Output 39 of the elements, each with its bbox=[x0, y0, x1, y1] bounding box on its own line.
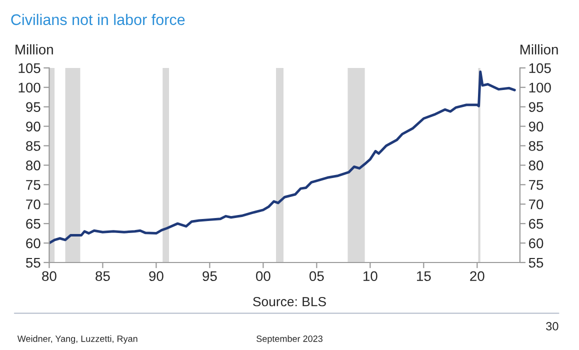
x-tick-label: 15 bbox=[416, 271, 431, 282]
y2-tick-label: 65 bbox=[528, 218, 544, 229]
y-axis-title: Million bbox=[16, 44, 53, 54]
x-tick-label: 20 bbox=[470, 271, 484, 282]
y2-tick-label: 80 bbox=[528, 160, 544, 170]
y-tick-label: 100 bbox=[18, 82, 40, 93]
y-tick-label: 90 bbox=[26, 122, 40, 132]
x-tick-label: 95 bbox=[202, 271, 217, 282]
y2-tick-label: 95 bbox=[528, 102, 544, 112]
y-tick-label: 55 bbox=[26, 258, 40, 268]
y2-axis-title: Million bbox=[520, 44, 558, 54]
x-tick-label: 10 bbox=[364, 271, 378, 282]
y-tick-label: 75 bbox=[26, 180, 40, 190]
y-tick-label: 65 bbox=[26, 218, 40, 229]
y-tick-label: 80 bbox=[26, 160, 40, 170]
y2-tick-label: 75 bbox=[528, 180, 544, 190]
y-tick-label: 70 bbox=[26, 199, 40, 210]
x-tick-label: 05 bbox=[309, 271, 324, 282]
y2-tick-label: 70 bbox=[528, 199, 544, 210]
text: 30 bbox=[546, 322, 558, 330]
x-tick-label: 85 bbox=[96, 271, 110, 282]
source-note: Source: BLS bbox=[253, 296, 326, 306]
y2-tick-label: 90 bbox=[528, 122, 544, 132]
y2-tick-label: 100 bbox=[529, 82, 551, 93]
x-tick-label: 90 bbox=[149, 271, 164, 282]
x-tick-label: 00 bbox=[256, 271, 270, 282]
text: Weidner, Yang, Luzzetti, Ryan bbox=[17, 335, 138, 344]
y-tick-label: 105 bbox=[18, 63, 40, 74]
line-series bbox=[49, 70, 516, 244]
y-tick-label: 95 bbox=[26, 102, 40, 112]
y2-tick-label: 105 bbox=[529, 63, 551, 74]
chart-title: Civilians not in labor force bbox=[11, 14, 185, 26]
y-tick-label: 60 bbox=[26, 238, 40, 248]
text: September 2023 bbox=[256, 335, 322, 344]
x-tick-label: 80 bbox=[42, 271, 56, 282]
y2-tick-label: 85 bbox=[528, 141, 544, 151]
y2-tick-label: 55 bbox=[528, 258, 544, 268]
y-tick-label: 85 bbox=[26, 141, 40, 151]
y2-tick-label: 60 bbox=[528, 238, 544, 248]
